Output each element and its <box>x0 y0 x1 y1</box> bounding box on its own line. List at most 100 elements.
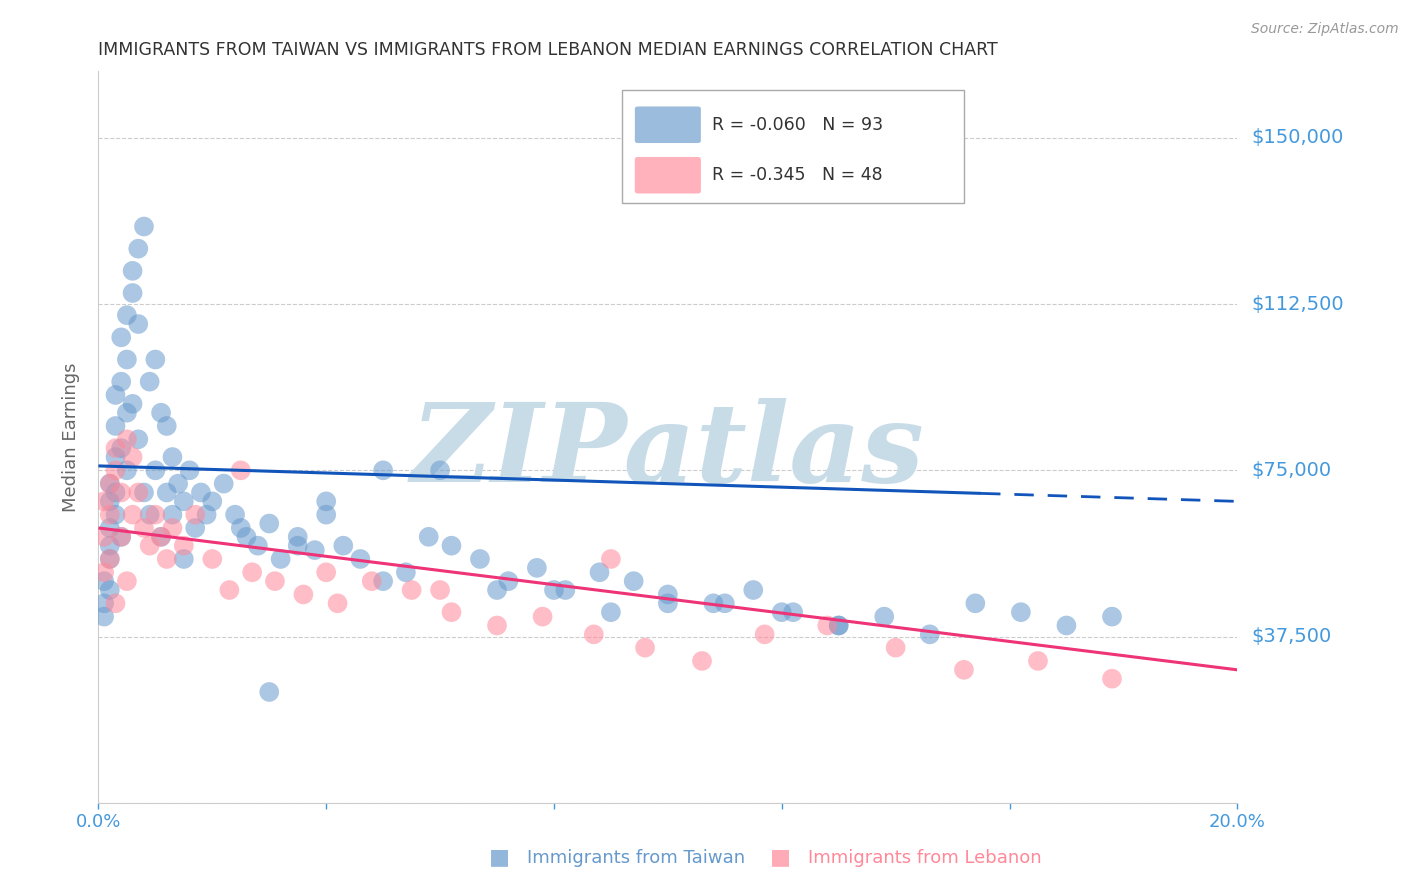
Point <box>782 605 804 619</box>
Point <box>742 582 765 597</box>
Point <box>138 375 160 389</box>
Point <box>98 508 121 522</box>
Point <box>1101 609 1123 624</box>
Point <box>110 330 132 344</box>
Point <box>156 419 179 434</box>
Point <box>657 596 679 610</box>
Point <box>190 485 212 500</box>
Point <box>873 609 896 624</box>
Text: Immigrants from Lebanon: Immigrants from Lebanon <box>808 849 1042 867</box>
Point <box>634 640 657 655</box>
Point <box>150 530 173 544</box>
Text: Source: ZipAtlas.com: Source: ZipAtlas.com <box>1251 22 1399 37</box>
Point <box>121 397 143 411</box>
Text: R = -0.345   N = 48: R = -0.345 N = 48 <box>713 166 883 185</box>
Point <box>179 463 201 477</box>
Point <box>554 582 576 597</box>
Point <box>240 566 263 580</box>
Text: $112,500: $112,500 <box>1251 294 1344 314</box>
Point <box>315 566 337 580</box>
Point <box>93 574 115 589</box>
Point <box>127 485 149 500</box>
Point <box>486 582 509 597</box>
FancyBboxPatch shape <box>636 106 700 143</box>
Point <box>373 463 395 477</box>
Text: R = -0.060   N = 93: R = -0.060 N = 93 <box>713 116 883 134</box>
Point <box>224 508 246 522</box>
Point <box>104 508 127 522</box>
Text: ZIPatlas: ZIPatlas <box>411 398 925 506</box>
FancyBboxPatch shape <box>623 90 965 203</box>
Point <box>104 596 127 610</box>
Text: ■: ■ <box>489 847 509 867</box>
Point <box>828 618 851 632</box>
Point <box>98 552 121 566</box>
Point <box>115 352 138 367</box>
Point <box>104 485 127 500</box>
Point <box>600 552 623 566</box>
Point <box>121 450 143 464</box>
Point <box>965 596 987 610</box>
Point <box>1101 672 1123 686</box>
Point <box>218 582 240 597</box>
Point <box>115 406 138 420</box>
Point <box>115 308 138 322</box>
Point <box>259 685 281 699</box>
Point <box>132 521 155 535</box>
Point <box>468 552 491 566</box>
Point <box>953 663 976 677</box>
Y-axis label: Median Earnings: Median Earnings <box>62 362 80 512</box>
Point <box>332 539 354 553</box>
Point <box>110 375 132 389</box>
Point <box>173 552 195 566</box>
Point <box>156 485 179 500</box>
Point <box>918 627 941 641</box>
Point <box>815 618 838 632</box>
Point <box>98 494 121 508</box>
Point <box>167 476 190 491</box>
Point <box>127 317 149 331</box>
Point <box>498 574 520 589</box>
Point <box>259 516 281 531</box>
Point <box>104 450 127 464</box>
Point <box>127 242 149 256</box>
Point <box>110 530 132 544</box>
Point <box>770 605 793 619</box>
Text: Immigrants from Taiwan: Immigrants from Taiwan <box>527 849 745 867</box>
Point <box>315 508 337 522</box>
Point <box>104 419 127 434</box>
Point <box>201 552 224 566</box>
Point <box>138 539 160 553</box>
Point <box>264 574 287 589</box>
Point <box>173 494 195 508</box>
Point <box>582 627 605 641</box>
Point <box>98 476 121 491</box>
Point <box>127 432 149 446</box>
Point <box>98 476 121 491</box>
Point <box>98 552 121 566</box>
Point <box>754 627 776 641</box>
Point <box>270 552 292 566</box>
Point <box>315 494 337 508</box>
Point <box>138 508 160 522</box>
Point <box>531 609 554 624</box>
Point <box>132 485 155 500</box>
Point <box>373 574 395 589</box>
Point <box>110 485 132 500</box>
Point <box>588 566 610 580</box>
Point <box>145 463 167 477</box>
Point <box>184 521 207 535</box>
Point <box>526 561 548 575</box>
Point <box>115 463 138 477</box>
Point <box>1056 618 1078 632</box>
Point <box>98 521 121 535</box>
Point <box>162 508 184 522</box>
Point <box>121 264 143 278</box>
Point <box>162 521 184 535</box>
Point <box>150 406 173 420</box>
Point <box>93 596 115 610</box>
Point <box>287 539 309 553</box>
Point <box>195 508 218 522</box>
Point <box>145 508 167 522</box>
Point <box>828 618 851 632</box>
